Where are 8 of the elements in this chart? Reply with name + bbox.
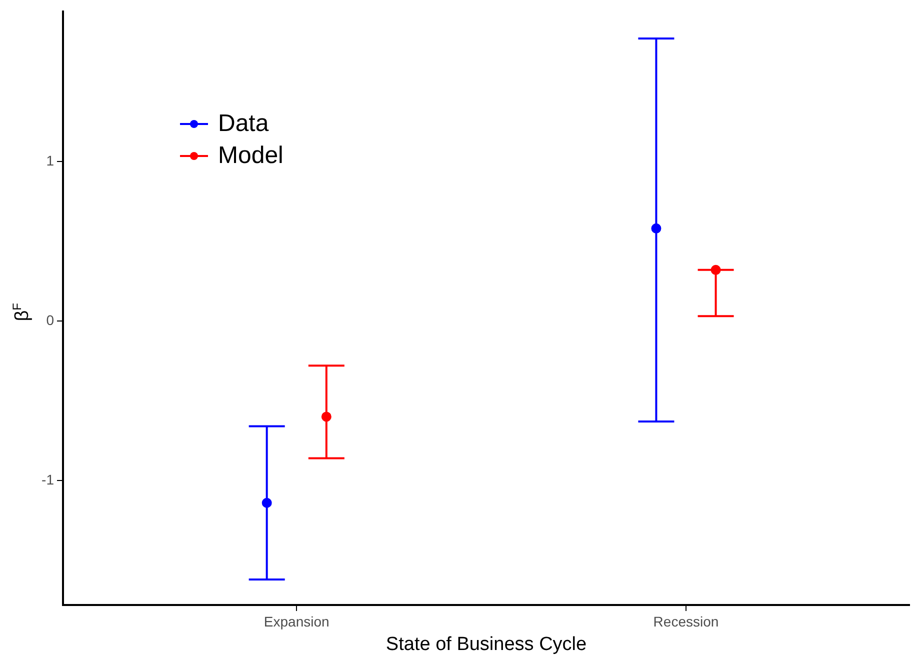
y-tick-label: 0 (46, 312, 54, 328)
y-tick-label: 1 (46, 152, 54, 168)
legend-label: Data (218, 110, 269, 138)
x-axis-title: State of Business Cycle (386, 634, 587, 655)
legend-label: Model (218, 142, 284, 170)
y-tick-label: -1 (42, 471, 54, 488)
x-tick-label: Recession (653, 613, 719, 630)
x-tick-label: Expansion (264, 613, 330, 630)
